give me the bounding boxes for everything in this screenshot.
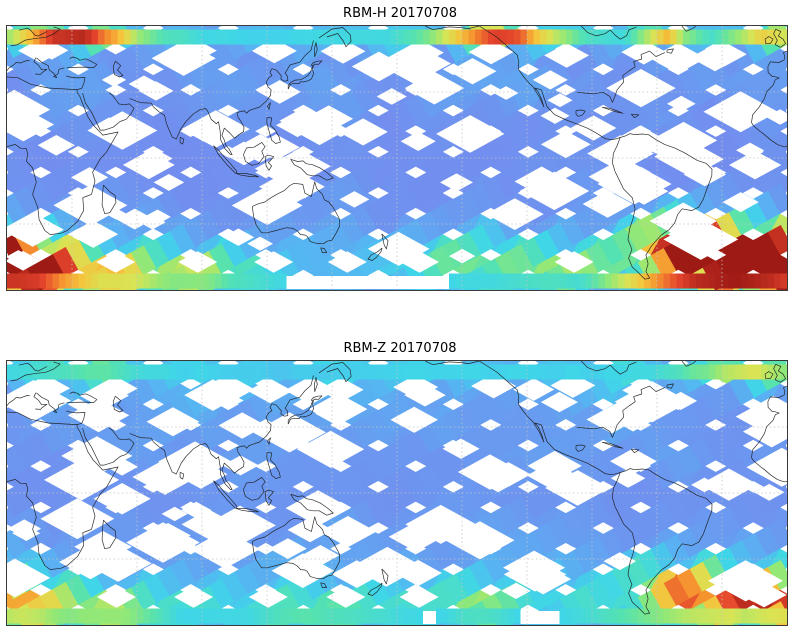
figure: RBM-H 20170708 RBM-Z 20170708 <box>0 6 794 633</box>
panel-title-rbm-z: RBM-Z 20170708 <box>343 341 457 356</box>
panel-title-rbm-h: RBM-H 20170708 <box>343 6 457 21</box>
panel-rbm-z: RBM-Z 20170708 <box>0 341 794 626</box>
map-rbm-z <box>6 360 788 626</box>
panel-rbm-h: RBM-H 20170708 <box>0 6 794 291</box>
map-rbm-h <box>6 25 788 291</box>
